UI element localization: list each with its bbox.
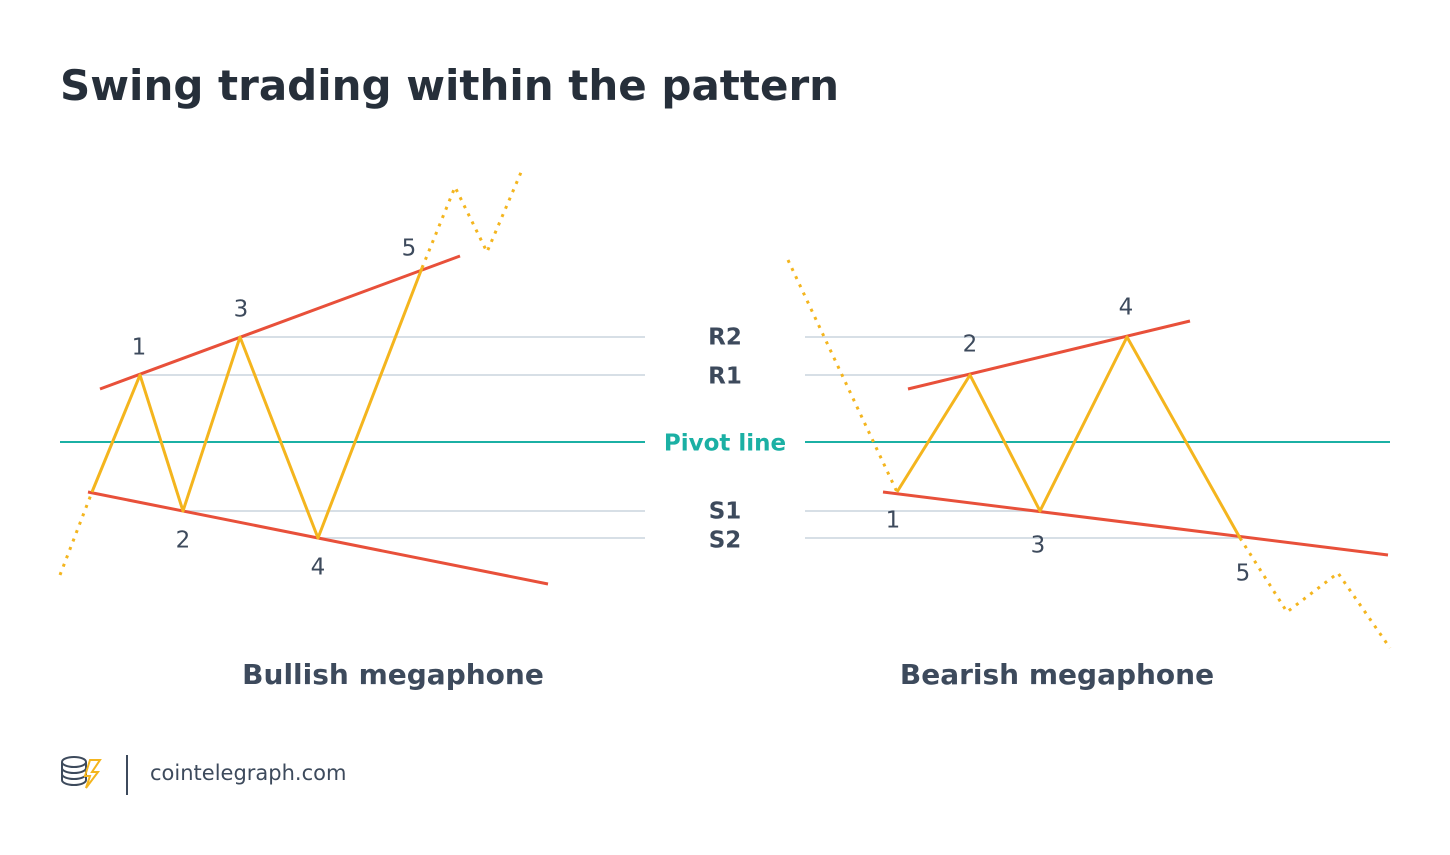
level-label: R2 xyxy=(708,325,742,351)
point-label: 2 xyxy=(176,528,191,554)
bearish-pattern xyxy=(786,259,1392,649)
point-label: 3 xyxy=(234,297,249,323)
point-label: 2 xyxy=(963,332,978,358)
point-label: 5 xyxy=(402,236,417,262)
caption: Bullish megaphone xyxy=(242,658,544,691)
point-label: 1 xyxy=(886,508,901,534)
level-label: S1 xyxy=(709,499,742,525)
caption: Bearish megaphone xyxy=(900,658,1214,691)
level-label: S2 xyxy=(709,528,742,554)
point-label: 4 xyxy=(1119,295,1134,321)
logo xyxy=(61,756,102,789)
point-label: 5 xyxy=(1236,561,1251,587)
pivot-label: Pivot line xyxy=(664,431,786,457)
point-label: 3 xyxy=(1031,533,1046,559)
level-lines xyxy=(60,336,1390,539)
title: Swing trading within the pattern xyxy=(60,61,839,110)
point-label: 4 xyxy=(311,555,326,581)
level-label: R1 xyxy=(708,364,742,390)
bullish-pattern xyxy=(58,169,549,586)
point-label: 1 xyxy=(132,335,147,361)
footer-source: cointelegraph.com xyxy=(150,761,346,785)
